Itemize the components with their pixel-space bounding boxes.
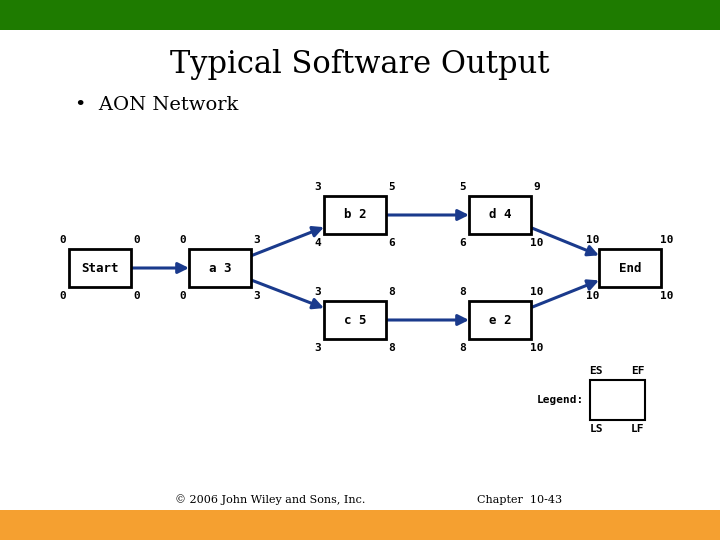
Text: 6: 6 [459, 238, 467, 248]
Text: ES: ES [590, 366, 603, 376]
Text: 10: 10 [586, 291, 600, 301]
Text: 0: 0 [60, 235, 66, 245]
Text: e 2: e 2 [489, 314, 511, 327]
Text: d 4: d 4 [489, 208, 511, 221]
Text: 8: 8 [459, 343, 467, 353]
Text: 3: 3 [253, 291, 261, 301]
Bar [590, 380, 644, 420]
Text: 8: 8 [389, 343, 395, 353]
Bar [324, 196, 386, 234]
Bar [469, 196, 531, 234]
Bar [324, 301, 386, 339]
Text: 3: 3 [315, 287, 321, 297]
Text: 3: 3 [253, 235, 261, 245]
Text: •  AON Network: • AON Network [75, 96, 238, 114]
Text: Legend:: Legend: [537, 395, 585, 405]
Text: 10: 10 [530, 238, 544, 248]
Text: 5: 5 [459, 182, 467, 192]
Text: b 2: b 2 [343, 208, 366, 221]
Bar [189, 249, 251, 287]
Text: 10: 10 [586, 235, 600, 245]
Text: 0: 0 [134, 235, 140, 245]
Text: 10: 10 [530, 343, 544, 353]
Text: 8: 8 [459, 287, 467, 297]
Text: Typical Software Output: Typical Software Output [170, 50, 550, 80]
Text: 0: 0 [179, 291, 186, 301]
Text: Chapter  10-43: Chapter 10-43 [477, 495, 562, 505]
Text: 0: 0 [60, 291, 66, 301]
Text: a 3: a 3 [209, 261, 231, 274]
Bar [69, 249, 131, 287]
Text: 8: 8 [389, 287, 395, 297]
Text: 3: 3 [315, 182, 321, 192]
Text: End: End [618, 261, 642, 274]
Text: Start: Start [81, 261, 119, 274]
Text: 5: 5 [389, 182, 395, 192]
Text: 0: 0 [134, 291, 140, 301]
Text: 10: 10 [660, 235, 674, 245]
Text: 9: 9 [534, 182, 541, 192]
Text: 3: 3 [315, 343, 321, 353]
Bar [469, 301, 531, 339]
Text: c 5: c 5 [343, 314, 366, 327]
Text: 0: 0 [179, 235, 186, 245]
Text: EF: EF [631, 366, 644, 376]
Text: © 2006 John Wiley and Sons, Inc.: © 2006 John Wiley and Sons, Inc. [175, 495, 365, 505]
Text: 10: 10 [530, 287, 544, 297]
Bar [0, 0, 720, 30]
Text: 6: 6 [389, 238, 395, 248]
Text: LF: LF [631, 424, 644, 434]
Bar [599, 249, 661, 287]
Bar [0, 510, 720, 540]
Text: LS: LS [590, 424, 603, 434]
Text: 10: 10 [660, 291, 674, 301]
Text: 4: 4 [315, 238, 321, 248]
